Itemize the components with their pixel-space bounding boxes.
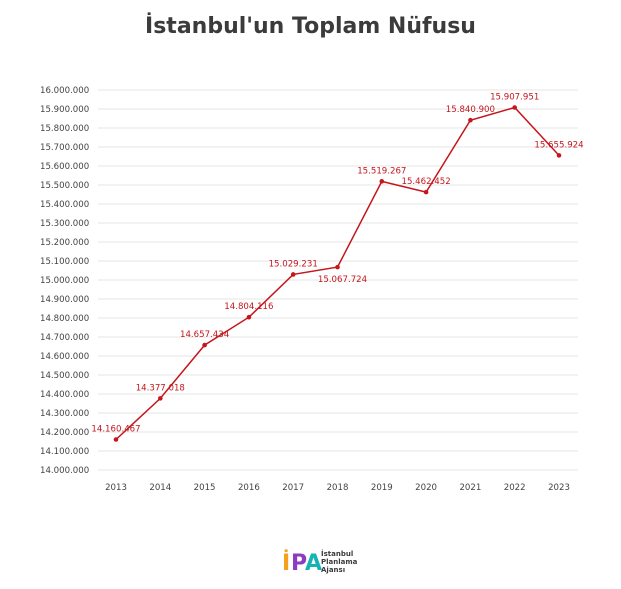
y-tick-label: 14.100.000 — [40, 447, 89, 457]
y-tick-label: 14.700.000 — [40, 333, 89, 343]
x-tick-label: 2023 — [548, 483, 570, 493]
data-labels: 14.160.467 14.377.018 14.657.434 14.804.116… — [91, 92, 583, 434]
y-tick-label: 15.900.000 — [40, 105, 89, 115]
x-tick-label: 2016 — [238, 483, 260, 493]
data-point — [202, 342, 207, 348]
data-label: 15.907.951 — [490, 92, 539, 102]
x-tick-label: 2018 — [327, 483, 349, 493]
logo-letter-a: A — [305, 551, 322, 576]
y-tick-label: 16.000.000 — [40, 86, 89, 96]
data-label: 14.657.434 — [180, 330, 229, 340]
logo-letter-p: P — [291, 551, 307, 576]
y-tick-label: 15.100.000 — [40, 257, 89, 267]
y-axis-ticks: 14.000.000 14.100.000 14.200.000 14.300.000… — [40, 86, 89, 476]
gridlines — [98, 89, 578, 471]
y-tick-label: 14.900.000 — [40, 295, 89, 305]
y-tick-label: 14.500.000 — [40, 371, 89, 381]
data-label: 15.655.924 — [534, 140, 583, 150]
ipa-logo: İ P A İstanbul Planlama Ajansı — [282, 540, 362, 580]
data-point — [379, 179, 385, 184]
x-tick-label: 2014 — [149, 483, 171, 493]
y-tick-label: 15.200.000 — [40, 238, 89, 248]
y-tick-label: 14.800.000 — [40, 314, 89, 324]
data-label: 15.067.724 — [318, 275, 367, 285]
y-tick-label: 15.000.000 — [40, 276, 89, 286]
x-tick-label: 2013 — [105, 483, 127, 493]
y-tick-label: 15.500.000 — [40, 181, 89, 191]
data-points — [113, 105, 562, 442]
y-tick-label: 14.300.000 — [40, 409, 89, 419]
y-tick-label: 15.700.000 — [40, 143, 89, 153]
data-point — [290, 272, 296, 277]
data-point — [512, 105, 517, 110]
data-label: 15.029.231 — [269, 259, 318, 269]
data-label: 14.804.116 — [224, 302, 273, 312]
y-tick-label: 14.600.000 — [40, 352, 89, 362]
data-point — [468, 117, 473, 123]
y-tick-label: 14.000.000 — [40, 466, 89, 476]
y-tick-label: 15.400.000 — [40, 200, 89, 210]
data-point — [113, 437, 119, 442]
data-label: 14.160.467 — [91, 425, 140, 435]
y-tick-label: 14.200.000 — [40, 428, 89, 438]
data-point — [423, 189, 429, 195]
data-label: 15.519.267 — [357, 166, 406, 176]
data-label: 14.377.018 — [136, 383, 185, 393]
x-axis-ticks: 2013 2014 2015 2016 2017 2018 2019 2020 2021 2022… — [105, 483, 570, 493]
logo-text-3: Ajansı — [321, 566, 346, 574]
x-tick-label: 2022 — [504, 483, 526, 493]
y-tick-label: 15.800.000 — [40, 124, 89, 134]
data-label: 15.462.452 — [401, 177, 450, 187]
logo-text-1: İstanbul — [321, 550, 354, 558]
chart-title: İstanbul'un Toplam Nüfusu — [145, 14, 476, 39]
logo-text-2: Planlama — [321, 558, 358, 566]
x-tick-label: 2021 — [459, 483, 481, 493]
data-point — [556, 153, 562, 158]
data-point — [246, 314, 252, 320]
y-tick-label: 14.400.000 — [40, 390, 89, 400]
ipa-logo-mark: İ P A — [282, 550, 322, 576]
y-tick-label: 15.600.000 — [40, 162, 89, 172]
logo-letter-i: İ — [282, 550, 290, 576]
x-tick-label: 2019 — [371, 483, 393, 493]
x-tick-label: 2017 — [282, 483, 304, 493]
data-point — [158, 396, 163, 401]
x-tick-label: 2020 — [415, 483, 437, 493]
data-label: 15.840.900 — [446, 105, 495, 115]
y-tick-label: 15.300.000 — [40, 219, 89, 229]
data-point — [335, 264, 340, 270]
x-tick-label: 2015 — [194, 483, 216, 493]
